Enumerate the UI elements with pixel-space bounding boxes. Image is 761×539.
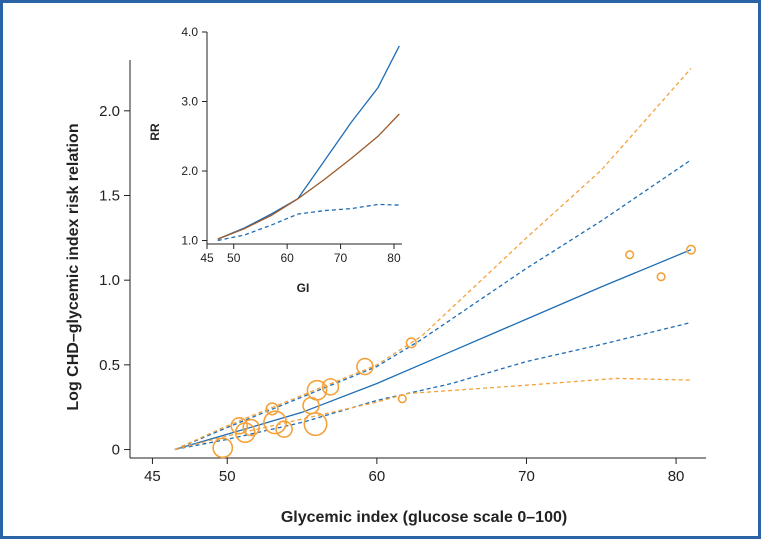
inset-y-axis-title: RR bbox=[148, 123, 162, 141]
inset-series-central bbox=[217, 113, 400, 240]
main-series-outer-upper bbox=[174, 68, 692, 451]
main-study-point bbox=[686, 244, 697, 255]
main-study-point bbox=[306, 379, 328, 401]
inset-series-lower bbox=[217, 203, 400, 242]
main-study-point bbox=[303, 412, 328, 437]
main-axes: 45 50 60 70 80 0 0.5 1.0 1.5 2.0 bbox=[99, 60, 706, 485]
main-y-tick-label: 0.5 bbox=[99, 357, 120, 374]
inset-y-tick-label: 3.0 bbox=[181, 95, 198, 109]
inset-x-tick-label: 45 bbox=[200, 251, 214, 265]
main-x-tick-label: 70 bbox=[518, 468, 535, 485]
main-x-tick-label: 45 bbox=[144, 468, 161, 485]
main-study-point bbox=[242, 418, 260, 437]
inset-x-tick-label: 50 bbox=[227, 251, 241, 265]
main-study-point bbox=[212, 437, 234, 459]
main-study-point bbox=[625, 250, 635, 260]
inset-y-tick-label: 1.0 bbox=[181, 234, 198, 248]
inset-x-tick-label: 70 bbox=[334, 251, 348, 265]
main-study-point bbox=[656, 272, 666, 282]
main-study-point bbox=[230, 417, 249, 435]
main-x-tick-label: 80 bbox=[668, 468, 685, 485]
main-study-point bbox=[321, 378, 340, 396]
main-study-point bbox=[263, 410, 288, 435]
main-x-axis-title: Glycemic index (glucose scale 0–100) bbox=[281, 509, 567, 526]
inset-x-axis-title: GI bbox=[297, 281, 310, 295]
main-y-tick-label: 2.0 bbox=[99, 103, 120, 120]
main-study-point bbox=[265, 402, 279, 416]
main-scatter-points bbox=[212, 244, 697, 459]
inset-x-tick-label: 60 bbox=[280, 251, 294, 265]
main-x-tick-label: 60 bbox=[369, 468, 386, 485]
main-study-point bbox=[397, 394, 407, 404]
main-study-point bbox=[356, 357, 374, 376]
main-y-tick-label: 1.5 bbox=[99, 187, 120, 204]
inset-y-tick-label: 2.0 bbox=[181, 164, 198, 178]
main-series-fit bbox=[174, 249, 692, 451]
main-series-ci-lower bbox=[174, 321, 692, 451]
inset-x-tick-label: 80 bbox=[387, 251, 401, 265]
inset-axes: 45 50 60 70 80 1.0 2.0 3.0 4.0 bbox=[181, 25, 402, 265]
main-x-tick-label: 50 bbox=[219, 468, 236, 485]
inset-series-upper bbox=[217, 45, 400, 240]
main-study-point bbox=[275, 420, 293, 439]
main-series-ci-upper bbox=[174, 159, 692, 451]
main-y-tick-label: 0 bbox=[112, 442, 120, 459]
main-study-point bbox=[405, 337, 417, 349]
inset-series-lines bbox=[217, 45, 400, 242]
inset-y-tick-label: 4.0 bbox=[181, 25, 198, 39]
main-y-axis-title: Log CHD–glycemic index risk relation bbox=[65, 123, 82, 410]
main-y-tick-label: 1.0 bbox=[99, 272, 120, 289]
main-series-lines bbox=[174, 68, 692, 451]
